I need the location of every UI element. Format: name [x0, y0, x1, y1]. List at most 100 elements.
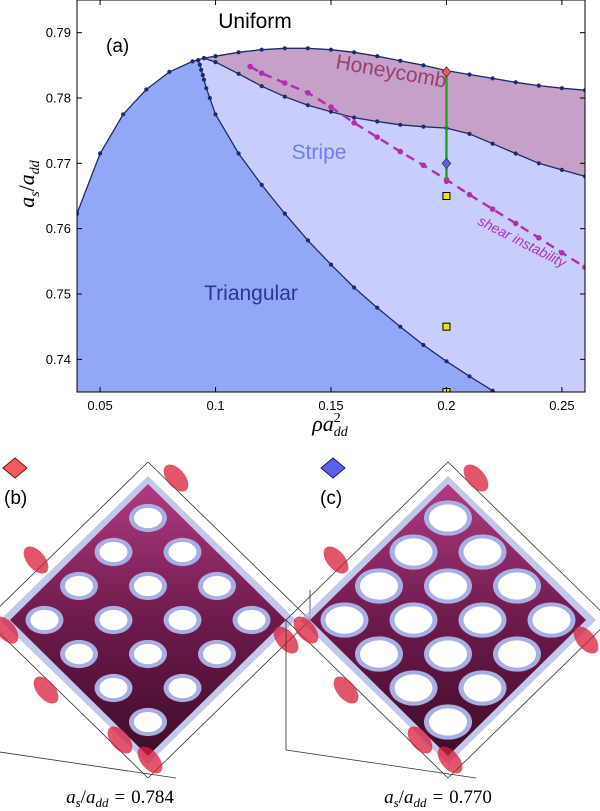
point-shear-instability-12: [512, 220, 519, 227]
point-uniform-honeycomb-boundary-7: [375, 54, 380, 59]
point-triangular-stripe-boundary-17: [444, 359, 449, 364]
point-triangular-stripe-boundary-12: [328, 262, 334, 267]
point-uniform-honeycomb-boundary-15: [559, 86, 565, 91]
region-label-stripe: Stripe: [292, 141, 347, 164]
region-honeycomb: [204, 48, 585, 177]
point-uniform-honeycomb-boundary-1: [236, 50, 241, 55]
pore: [134, 711, 162, 733]
pore: [429, 572, 467, 600]
pore: [394, 674, 433, 702]
point-honeycomb-stripe-boundary-13: [490, 141, 495, 146]
point-shear-instability-15: [582, 264, 585, 270]
pore: [325, 606, 364, 634]
point-triangular-stripe-boundary-6: [207, 95, 212, 101]
tube-end-cap: [407, 726, 433, 754]
point-uniform-honeycomb-boundary-11: [467, 72, 472, 77]
series-line-shear-instability: [249, 65, 585, 269]
tube-end-cap: [573, 626, 599, 654]
pore: [429, 504, 467, 532]
point-honeycomb-stripe-boundary-16: [559, 167, 565, 172]
point-honeycomb-stripe-boundary-10: [421, 124, 426, 129]
tube-end-cap: [0, 616, 19, 644]
panel-c: (c) as/add = 0.770: [285, 457, 600, 810]
tube-end-cap: [163, 464, 189, 492]
point-shear-instability-4: [328, 104, 334, 110]
y-tick-label-2: 0.76: [46, 221, 71, 236]
phase-boundaries: [77, 46, 585, 392]
stripe-density-render: [285, 461, 600, 779]
point-shear-instability-8: [420, 162, 427, 169]
point-triangular-stripe-boundary-14: [375, 305, 380, 310]
panel-b: (b) as/add = 0.784: [0, 457, 311, 810]
tube-end-cap: [137, 746, 163, 774]
point-uniform-honeycomb-boundary-0: [213, 54, 218, 59]
point-uniform-honeycomb-boundary-5: [328, 47, 334, 52]
panel-label-b: (b): [4, 488, 27, 509]
point-shear-instability-5: [351, 120, 357, 126]
point-honeycomb-stripe-boundary-1: [213, 60, 218, 65]
point-honeycomb-stripe-boundary-12: [467, 131, 472, 136]
point-triangular-stripe-boundary-4: [201, 77, 207, 82]
pore: [429, 640, 467, 668]
point-triangular-stripe-boundary-13: [352, 285, 357, 290]
x-tick-label-1: 0.1: [207, 398, 225, 413]
panel-b-caption: as/add = 0.784: [66, 787, 174, 810]
diamond-marker-1: [441, 157, 452, 169]
point-triangular-stripe-boundary-19: [490, 388, 495, 392]
pore: [99, 609, 128, 631]
point-triangular-stripe-boundary-3: [200, 73, 205, 78]
density-core: [10, 484, 286, 756]
x-tick-label-3: 0.2: [437, 398, 455, 413]
y-tick-label-3: 0.77: [46, 156, 71, 171]
x-tick-label-2: 0.15: [318, 398, 343, 413]
point-triangular-stripe-boundary-16: [421, 342, 426, 348]
point-honeycomb-stripe-boundary-14: [513, 151, 518, 156]
point-honeycomb-stripe-boundary-7: [352, 115, 357, 120]
point-uniform-triangular-boundary-5: [190, 59, 195, 64]
point-uniform-triangular-boundary-1: [98, 151, 103, 156]
point-honeycomb-stripe-boundary-15: [536, 161, 541, 166]
point-uniform-honeycomb-boundary-6: [352, 50, 357, 55]
honeycomb-density-render: [0, 461, 311, 779]
pore: [394, 606, 433, 634]
square-marker-1: [442, 322, 451, 331]
point-shear-instability-2: [282, 80, 288, 86]
point-uniform-honeycomb-boundary-14: [536, 83, 541, 88]
diamond-marker-0: [441, 66, 452, 78]
panel-c-diamond-marker: [320, 457, 346, 479]
point-uniform-honeycomb-boundary-16: [582, 88, 585, 93]
x-tick-label-0: 0.05: [87, 398, 112, 413]
pore: [134, 643, 162, 665]
phase-diagram: 0.05 0.1 0.15 0.2 0.25 0.74 0.75 0.76 0.77 0.78 0.…: [14, 0, 586, 440]
pore: [360, 640, 398, 668]
point-uniform-triangular-boundary-0: [77, 211, 80, 216]
point-honeycomb-stripe-boundary-4: [282, 94, 287, 99]
segment-end-point: [443, 179, 449, 185]
point-uniform-honeycomb-boundary-3: [282, 46, 287, 51]
region-label-triangular: Triangular: [204, 282, 298, 305]
point-honeycomb-stripe-boundary-0: [201, 56, 207, 61]
point-shear-instability-13: [536, 235, 542, 241]
point-shear-instability-3: [305, 90, 311, 96]
point-triangular-stripe-boundary-8: [236, 151, 241, 156]
point-triangular-stripe-boundary-10: [282, 211, 287, 216]
point-uniform-honeycomb-boundary-12: [490, 76, 495, 81]
pore: [99, 677, 128, 699]
render-box-edge: [0, 751, 177, 779]
point-uniform-honeycomb-boundary-2: [259, 47, 264, 52]
point-uniform-triangular-boundary-2: [121, 112, 126, 117]
point-triangular-stripe-boundary-7: [213, 112, 218, 117]
tube-end-cap: [293, 616, 319, 644]
point-uniform-honeycomb-boundary-8: [398, 58, 403, 63]
axis-ticks: 0.05 0.1 0.15 0.2 0.25 0.74 0.75 0.76 0.77 0.78 0.…: [46, 0, 585, 413]
pore: [65, 643, 93, 665]
render-box-edge: [285, 749, 477, 779]
tube-end-cap: [23, 546, 49, 574]
x-tick-label-4: 0.25: [549, 398, 574, 413]
series-line-honeycomb-stripe-boundary: [203, 57, 585, 178]
pore: [203, 643, 231, 665]
point-honeycomb-stripe-boundary-2: [236, 71, 241, 76]
point-triangular-stripe-boundary-1: [197, 62, 202, 67]
tube-end-cap: [33, 676, 59, 704]
pore: [429, 708, 467, 736]
